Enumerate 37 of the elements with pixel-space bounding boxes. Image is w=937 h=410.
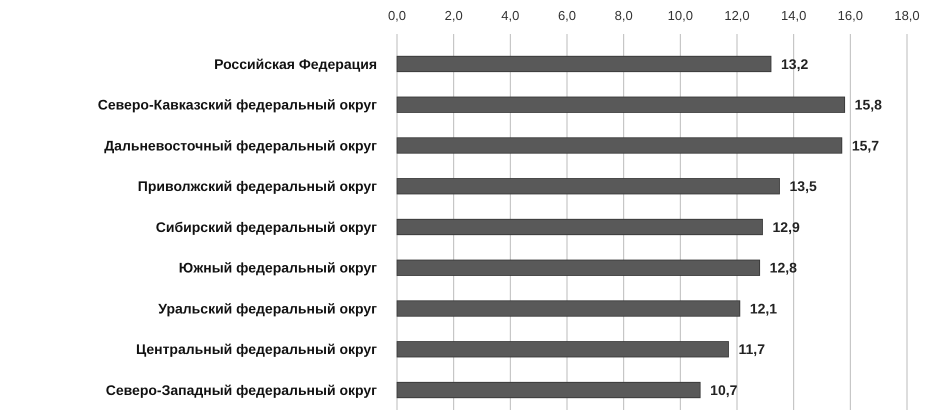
y-tick-label: Дальневосточный федеральный округ <box>104 137 378 154</box>
bar <box>396 382 701 398</box>
y-tick-label: Сибирский федеральный округ <box>156 218 378 235</box>
bar <box>396 178 780 194</box>
data-label: 15,7 <box>852 137 880 154</box>
y-tick-label: Уральский федеральный округ <box>158 300 378 316</box>
x-tick-label: 18,0 <box>894 8 920 23</box>
x-tick-label: 8,0 <box>614 8 633 23</box>
data-label: 13,2 <box>781 56 808 72</box>
bar <box>396 96 846 113</box>
data-label: 13,5 <box>790 178 817 194</box>
x-tick-label: 12,0 <box>724 8 750 23</box>
data-label: 15,8 <box>854 96 882 113</box>
data-label: 12,8 <box>770 260 798 276</box>
x-tick-label: 6,0 <box>558 8 576 23</box>
y-tick-label: Северо-Кавказский федеральный округ <box>98 96 378 113</box>
y-tick-label: Северо-Западный федеральный округ <box>106 382 378 398</box>
y-tick-label: Российская Федерация <box>214 56 377 72</box>
data-label: 12,1 <box>750 300 778 316</box>
y-tick-label: Центральный федеральный округ <box>136 341 378 358</box>
x-tick-label: 10,0 <box>668 8 693 23</box>
data-label: 12,9 <box>772 218 800 235</box>
x-tick-label: 0,0 <box>388 8 406 23</box>
x-tick-label: 16,0 <box>838 8 863 23</box>
y-tick-label: Приволжский федеральный округ <box>138 178 378 194</box>
data-label: 11,7 <box>738 341 766 358</box>
y-tick-label: Южный федеральный округ <box>178 260 378 276</box>
bar <box>396 260 760 276</box>
bar <box>396 56 772 72</box>
bar <box>396 137 842 154</box>
data-label: 10,7 <box>710 382 738 398</box>
x-tick-label: 2,0 <box>444 8 463 23</box>
bar <box>396 300 740 317</box>
x-tick-label: 4,0 <box>501 8 520 23</box>
bar <box>396 341 729 358</box>
bar <box>396 218 763 236</box>
x-tick-label: 14,0 <box>781 8 806 23</box>
